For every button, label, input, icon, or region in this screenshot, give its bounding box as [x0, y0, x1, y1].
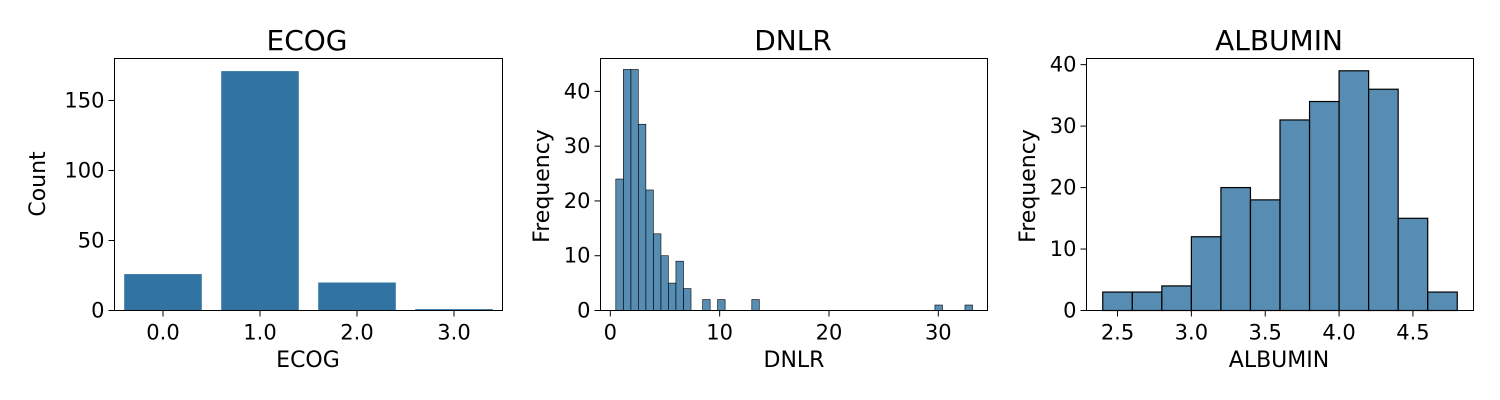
y-ticks: 0 50 100 150: [64, 89, 115, 323]
axes-frame: [114, 58, 503, 311]
x-tick-label: 0.0: [146, 321, 179, 345]
histogram-bar: [683, 288, 692, 311]
bars: [615, 69, 973, 311]
bar: [221, 71, 299, 311]
x-tick-label: 4.0: [1322, 321, 1355, 345]
y-tick-label: 0: [577, 299, 590, 323]
histogram-bar: [1131, 291, 1163, 312]
y-tick-label: 0: [1063, 299, 1076, 323]
x-axis-label: DNLR: [764, 348, 825, 373]
histogram-bar: [1279, 119, 1311, 312]
bar: [415, 309, 493, 311]
y-tick-label: 30: [564, 134, 591, 158]
histogram-bar: [645, 189, 654, 311]
y-tick-label: 50: [78, 229, 105, 253]
x-tick-label: 3.0: [1175, 321, 1208, 345]
x-tick-label: 2.5: [1101, 321, 1134, 345]
axes-frame: [1086, 58, 1474, 311]
histogram-bar: [751, 299, 760, 311]
chart-dnlr: DNLR 0 10 20 30 0 10 20 30 40 DNLR Frequency: [530, 24, 988, 373]
y-tick-label: 40: [1050, 53, 1077, 77]
y-tick-label: 20: [1050, 176, 1077, 200]
y-tick-label: 40: [564, 79, 591, 103]
histogram-bar: [1427, 291, 1458, 312]
histogram-bar: [675, 260, 684, 311]
x-ticks: 0 10 20 30: [604, 310, 952, 345]
y-axis-label: Frequency: [1016, 129, 1041, 243]
histogram-bar: [1308, 100, 1340, 312]
histogram-bar: [615, 178, 624, 311]
histogram-bar: [1368, 88, 1399, 312]
histogram-bar: [1102, 291, 1133, 312]
chart-title: DNLR: [754, 24, 832, 57]
histogram-bar: [668, 282, 677, 311]
x-tick-label: 4.5: [1396, 321, 1429, 345]
histogram-bar: [702, 299, 711, 311]
histogram-bar: [638, 123, 647, 311]
x-ticks: 0.0 1.0 2.0 3.0: [146, 310, 471, 345]
y-tick-label: 100: [64, 159, 104, 183]
x-tick-label: 20: [816, 321, 843, 345]
x-tick-label: 0: [604, 321, 617, 345]
histogram-bar: [630, 69, 639, 311]
y-axis-label: Frequency: [530, 129, 555, 243]
y-tick-label: 10: [564, 244, 591, 268]
x-tick-label: 3.5: [1249, 321, 1282, 345]
x-axis-label: ALBUMIN: [1229, 348, 1329, 373]
y-ticks: 0 10 20 30 40: [564, 79, 601, 323]
histogram-bar: [623, 69, 632, 311]
axes-frame: [600, 58, 988, 311]
histogram-bar: [660, 255, 669, 311]
y-tick-label: 20: [564, 189, 591, 213]
histogram-bar: [1397, 217, 1429, 312]
histogram-bar: [964, 304, 973, 311]
x-tick-label: 2.0: [340, 321, 373, 345]
x-tick-label: 10: [706, 321, 733, 345]
y-tick-label: 150: [64, 89, 104, 113]
histogram-bar: [1220, 186, 1252, 312]
y-axis-label: Count: [26, 151, 51, 217]
histogram-bar: [1190, 236, 1222, 312]
x-tick-label: 30: [925, 321, 952, 345]
y-tick-label: 0: [91, 299, 104, 323]
chart-title: ECOG: [267, 24, 348, 57]
x-tick-label: 3.0: [437, 321, 470, 345]
histogram-bar: [934, 304, 943, 311]
bars: [124, 71, 493, 311]
y-tick-label: 30: [1050, 114, 1077, 138]
histogram-bar: [653, 233, 662, 311]
y-tick-label: 10: [1050, 237, 1077, 261]
x-tick-label: 1.0: [243, 321, 276, 345]
histogram-bar: [717, 299, 726, 311]
x-ticks: 2.5 3.0 3.5 4.0 4.5: [1101, 310, 1430, 345]
chart-ecog: ECOG 0.0 1.0 2.0 3.0 0 50 100 150 ECOG Count: [26, 24, 503, 373]
chart-title: ALBUMIN: [1215, 24, 1343, 57]
histogram-bar: [1338, 70, 1370, 312]
bar: [124, 274, 202, 311]
bar: [318, 282, 396, 311]
bars: [1102, 70, 1458, 312]
histogram-bar: [1161, 285, 1192, 312]
histogram-bar: [1249, 199, 1281, 312]
y-ticks: 0 10 20 30 40: [1050, 53, 1087, 323]
chart-albumin: ALBUMIN 2.5 3.0 3.5 4.0 4.5 0 10 20 30 40 ALBUMI…: [1016, 24, 1474, 373]
x-axis-label: ECOG: [276, 348, 340, 373]
